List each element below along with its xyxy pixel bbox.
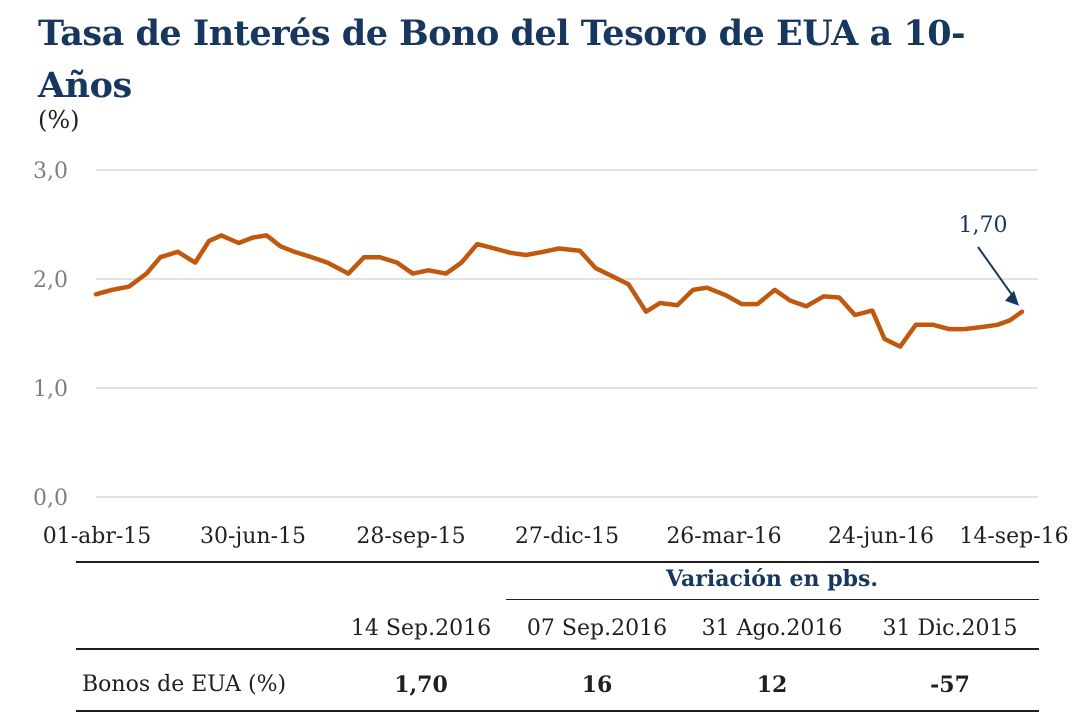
x-tick-label: 24-jun-16 xyxy=(828,524,934,549)
data-point xyxy=(658,301,662,305)
data-point xyxy=(237,241,241,245)
data-point xyxy=(110,288,114,292)
data-point xyxy=(508,251,512,255)
y-axis-unit-label: (%) xyxy=(38,106,80,134)
variation-group-rule xyxy=(506,599,1039,600)
column-header-31-ago-2016: 31 Ago.2016 xyxy=(701,616,843,641)
value-31-dic-2015: -57 xyxy=(930,672,970,698)
table-top-rule xyxy=(76,561,1039,563)
data-point xyxy=(980,325,984,329)
data-point xyxy=(594,266,598,270)
x-tick-label: 30-jun-15 xyxy=(200,524,306,549)
x-tick-label: 27-dic-15 xyxy=(515,524,619,549)
value-14-sep-2016: 1,70 xyxy=(394,672,448,698)
data-point xyxy=(411,272,415,276)
data-point xyxy=(158,255,162,259)
data-point xyxy=(773,288,777,292)
data-point xyxy=(524,253,528,257)
data-point xyxy=(724,293,728,297)
y-tick-label: 0,0 xyxy=(33,486,68,511)
data-point xyxy=(627,282,631,286)
data-point xyxy=(1008,318,1012,322)
x-tick-label: 26-mar-16 xyxy=(666,524,781,549)
data-point xyxy=(931,323,935,327)
variation-group-header: Variación en pbs. xyxy=(665,566,879,592)
x-tick-label: 01-abr-15 xyxy=(43,524,152,549)
y-tick-label: 3,0 xyxy=(33,159,68,184)
data-point xyxy=(837,296,841,300)
data-point xyxy=(870,309,874,313)
data-point xyxy=(493,246,497,250)
annotation-label: 1,70 xyxy=(959,213,1008,238)
annotation-arrow-line xyxy=(977,246,1015,299)
x-tick-label: 14-sep-16 xyxy=(959,524,1068,549)
data-point xyxy=(1020,310,1024,314)
data-point xyxy=(219,233,223,237)
data-point xyxy=(578,249,582,253)
data-point xyxy=(460,261,464,265)
data-point xyxy=(804,304,808,308)
data-point xyxy=(251,236,255,240)
data-point xyxy=(310,255,314,259)
column-header-31-dic-2015: 31 Dic.2015 xyxy=(882,616,1018,641)
data-point xyxy=(279,244,283,248)
data-point xyxy=(144,272,148,276)
data-point xyxy=(292,250,296,254)
data-point xyxy=(963,327,967,331)
data-point xyxy=(94,292,98,296)
data-point xyxy=(541,250,545,254)
data-point xyxy=(853,313,857,317)
table-bottom-rule xyxy=(76,710,1039,712)
column-header-14-sep-2016: 14 Sep.2016 xyxy=(350,616,492,641)
data-point xyxy=(444,272,448,276)
data-point xyxy=(914,323,918,327)
data-point xyxy=(426,268,430,272)
annotation-arrow-head xyxy=(1005,290,1019,306)
chart-title: Tasa de Interés de Bono del Tesoro de EU… xyxy=(38,13,966,106)
column-header-07-sep-2016: 07 Sep.2016 xyxy=(526,616,668,641)
data-point xyxy=(705,286,709,290)
value-31-ago-2016: 12 xyxy=(756,672,788,698)
data-point xyxy=(193,261,197,265)
table-header-rule xyxy=(76,648,1039,650)
x-tick-label: 28-sep-15 xyxy=(356,524,465,549)
data-point xyxy=(395,261,399,265)
data-point xyxy=(362,255,366,259)
data-point xyxy=(346,272,350,276)
data-point xyxy=(996,323,1000,327)
data-point xyxy=(176,250,180,254)
data-point xyxy=(557,246,561,250)
data-point xyxy=(822,294,826,298)
data-point xyxy=(675,303,679,307)
y-tick-label: 1,0 xyxy=(33,377,68,402)
data-point xyxy=(755,302,759,306)
data-point xyxy=(207,239,211,243)
line-chart: 0,0 1,0 2,0 3,0 01-abr-15 30-jun-15 28-sep-15 2… xyxy=(33,159,1069,549)
data-point xyxy=(326,261,329,265)
data-point xyxy=(127,285,131,289)
data-point xyxy=(609,274,613,278)
data-point xyxy=(691,288,695,292)
yield-series-line xyxy=(93,233,1025,349)
value-07-sep-2016: 16 xyxy=(581,672,613,698)
row-label-bonos-eua: Bonos de EUA (%) xyxy=(82,672,287,697)
data-point xyxy=(789,299,792,303)
data-point xyxy=(898,345,902,349)
data-point xyxy=(265,233,269,237)
y-tick-label: 2,0 xyxy=(33,268,68,293)
data-point xyxy=(740,302,744,306)
data-point xyxy=(644,310,648,314)
data-point xyxy=(475,242,479,246)
data-point xyxy=(882,337,886,341)
data-point xyxy=(378,255,382,259)
data-point xyxy=(947,327,951,331)
